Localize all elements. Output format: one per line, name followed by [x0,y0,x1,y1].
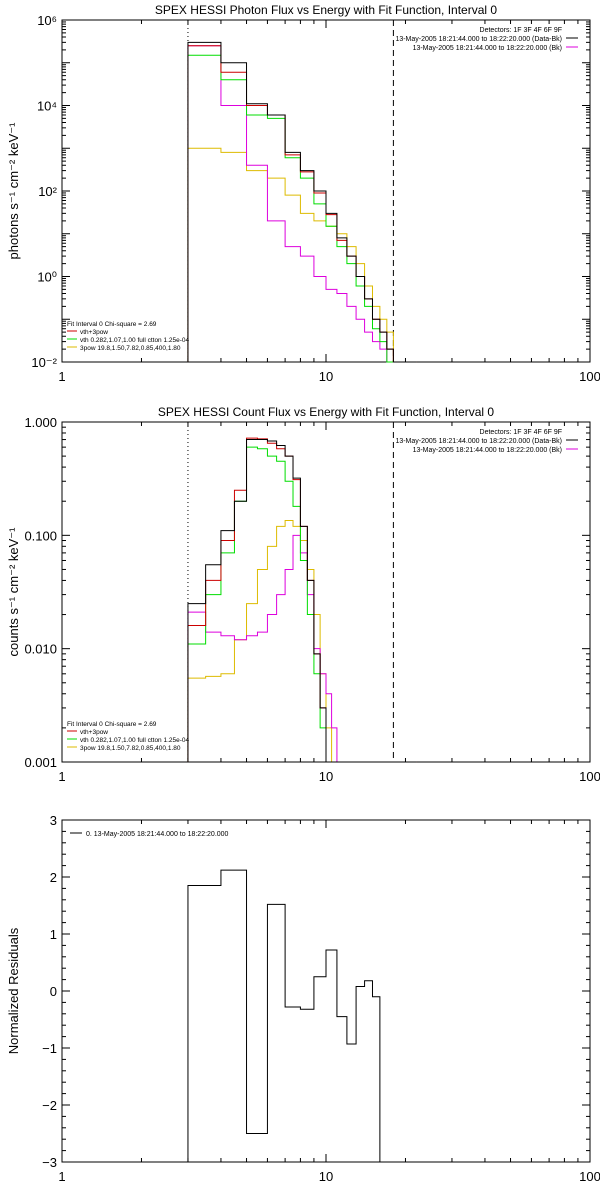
series-line [187,45,394,363]
series-line [187,437,417,763]
chart-title: SPEX HESSI Count Flux vs Energy with Fit… [158,405,494,419]
series-line [187,439,417,763]
x-tick-label: 10 [319,369,333,384]
series-line [187,41,417,363]
info-text: Detectors: 1F 3F 4F 6F 9F [480,429,562,436]
series-line [187,446,394,763]
chart-title: SPEX HESSI Photon Flux vs Energy with Fi… [155,3,497,17]
fit-text: vth 0.282,1.07,1.00 full ctton 1.25e-04 [80,337,190,344]
y-tick-label: 0.100 [24,528,57,543]
fit-text: Fit Interval 0 Chi-square = 2.69 [67,321,157,328]
panel-photon: SPEX HESSI Photon Flux vs Energy with Fi… [6,3,600,384]
info-text: 13-May-2005 18:21:44.000 to 18:22:20.000… [395,438,562,445]
y-tick-label: 3 [50,813,57,828]
y-tick-label: 0 [50,984,57,999]
fit-text: vth+3pow [80,729,108,736]
y-tick-label: 10⁶ [37,13,57,28]
fit-text: 3pow 19.8,1.50,7.82,0.85,400,1.80 [80,345,181,352]
series-line [187,54,417,363]
x-tick-label: 10 [319,769,333,784]
y-tick-label: −2 [42,1098,57,1113]
series-line [187,869,381,1162]
y-tick-label: −3 [42,1155,57,1170]
info-text: 13-May-2005 18:21:44.000 to 18:22:20.000… [413,447,562,454]
fit-text: Fit Interval 0 Chi-square = 2.69 [67,721,157,728]
y-tick-label: 0.010 [24,642,57,657]
x-tick-label: 10 [319,1169,333,1184]
x-tick-label: 1 [58,369,65,384]
y-tick-label: 10² [38,184,57,199]
y-tick-label: 10⁰ [37,270,57,285]
series-line [187,520,394,763]
series-line [187,534,394,763]
series-line [187,147,394,362]
x-tick-label: 100 [579,1169,600,1184]
x-tick-label: 1 [58,769,65,784]
y-axis-label: counts s⁻¹ cm⁻² keV⁻¹ [6,527,21,657]
panel-count: SPEX HESSI Count Flux vs Energy with Fit… [6,405,600,784]
info-text: 13-May-2005 18:21:44.000 to 18:22:20.000… [395,36,562,43]
series-line [187,45,417,363]
y-tick-label: 1.000 [24,415,57,430]
y-tick-label: 1 [50,927,57,942]
y-tick-label: 2 [50,870,57,885]
y-axis-label: Normalized Residuals [6,927,21,1054]
x-tick-label: 1 [58,1169,65,1184]
x-tick-label: 100 [579,369,600,384]
info-text: Detectors: 1F 3F 4F 6F 9F [480,27,562,34]
info-text: 13-May-2005 18:21:44.000 to 18:22:20.000… [413,45,562,52]
y-tick-label: 0.001 [24,755,57,770]
fit-text: vth 0.282,1.07,1.00 full ctton 1.25e-04 [80,737,190,744]
y-tick-label: 10⁻² [31,355,57,370]
y-axis-label: photons s⁻¹ cm⁻² keV⁻¹ [6,122,21,260]
panel-residuals: Normalized Residuals 1 10 100 −3 −2 −1 0 1 2 3 0. 1… [6,813,600,1184]
x-tick-label: 100 [579,769,600,784]
fit-text: 3pow 19.8,1.50,7.82,0.85,400,1.80 [80,745,181,752]
fit-text: vth+3pow [80,329,108,336]
y-tick-label: 10⁴ [37,99,57,114]
y-tick-label: −1 [42,1041,57,1056]
plot-frame [61,819,591,1163]
legend-text: 0. 13-May-2005 18:21:44.000 to 18:22:20.… [86,831,229,838]
